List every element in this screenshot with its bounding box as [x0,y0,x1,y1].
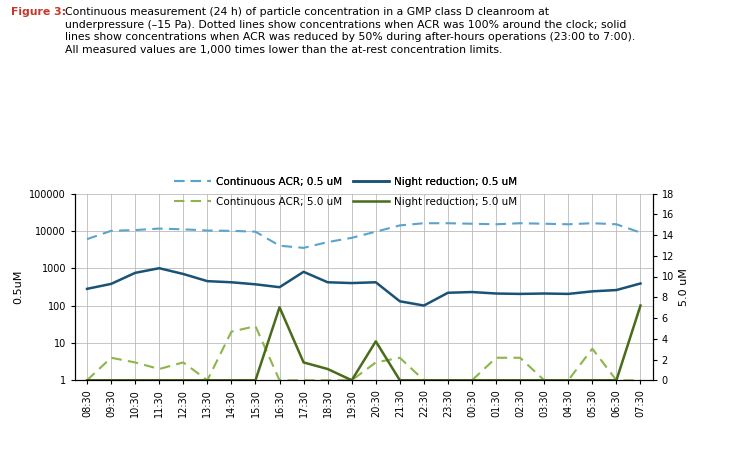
Y-axis label: 0.5uM: 0.5uM [13,270,24,304]
Text: Figure 3:: Figure 3: [11,7,66,17]
Legend: Continuous ACR; 0.5 uM, Night reduction; 0.5 uM: Continuous ACR; 0.5 uM, Night reduction;… [170,173,521,191]
Y-axis label: 5.0 uM: 5.0 uM [680,268,689,306]
Legend: Continuous ACR; 5.0 uM, Night reduction; 5.0 uM: Continuous ACR; 5.0 uM, Night reduction;… [170,193,521,211]
Text: Continuous measurement (24 h) of particle concentration in a GMP class D cleanro: Continuous measurement (24 h) of particl… [65,7,635,55]
